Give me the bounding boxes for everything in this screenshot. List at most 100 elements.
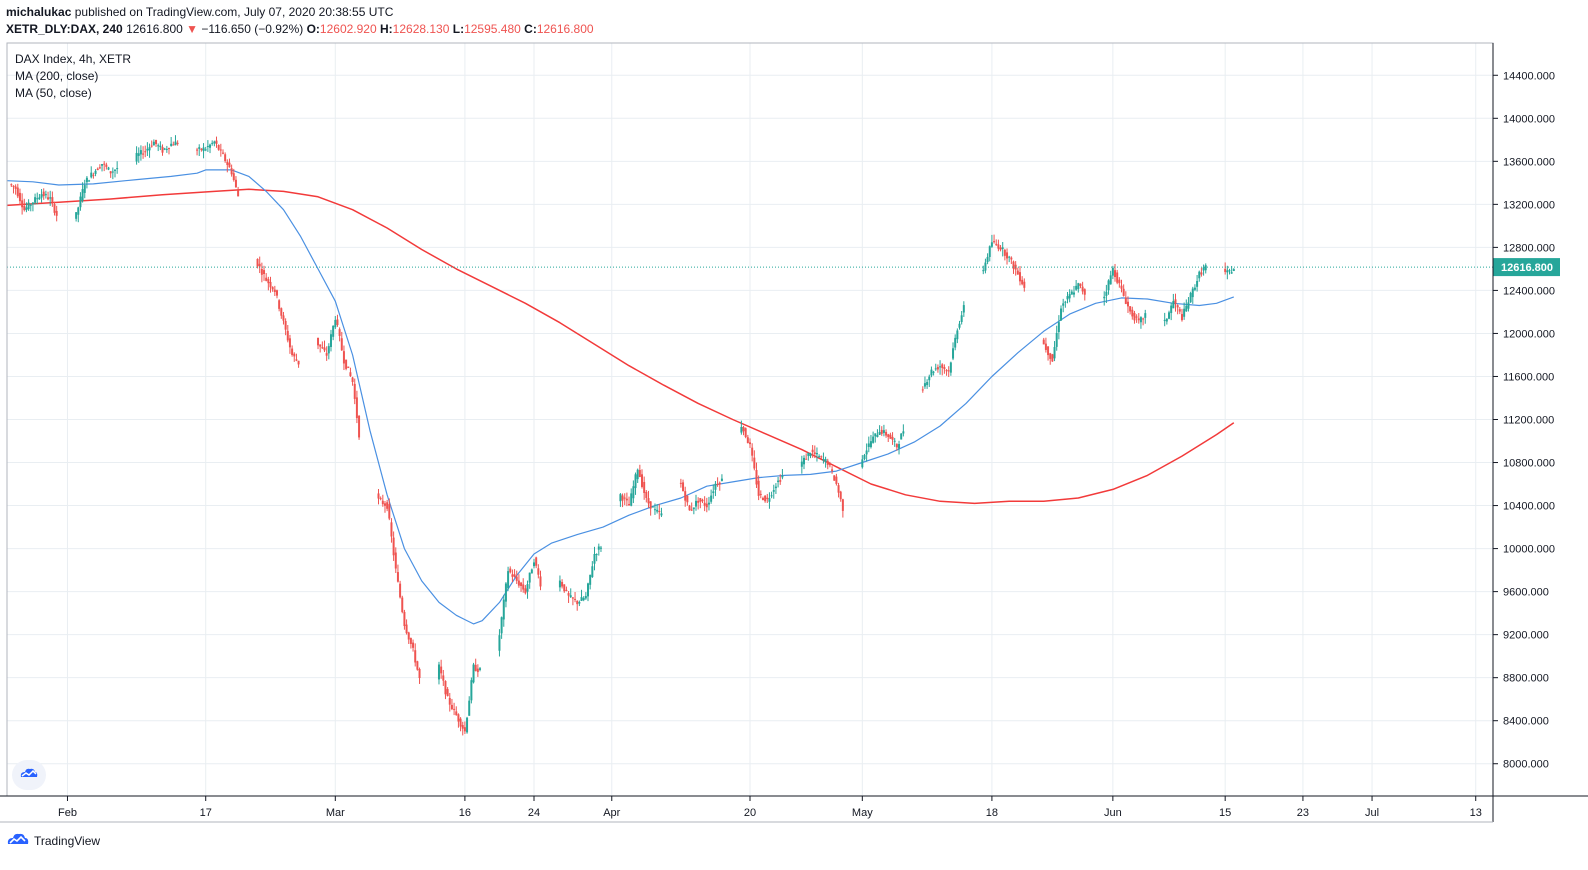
candle-body (353, 383, 356, 399)
candle-body (867, 443, 870, 447)
candle-body (939, 366, 942, 368)
x-tick-label: 16 (459, 807, 471, 819)
candle-body (720, 478, 723, 481)
candle-body (219, 149, 222, 151)
candle-body (27, 202, 30, 210)
chart-axes: 14400.000 14000.000 13600.000 13200.000 1280… (0, 42, 1588, 823)
candle-body (206, 146, 209, 148)
candle-body (887, 434, 890, 437)
candle-body (926, 382, 929, 386)
candle-body (388, 504, 391, 519)
y-tick-label: 12400.000 (1503, 285, 1555, 297)
candle-body (334, 319, 337, 328)
y-tick-label: 11200.000 (1503, 415, 1554, 427)
candle-body (1079, 283, 1082, 286)
candle-body (14, 186, 17, 189)
candle-body (755, 469, 758, 485)
candle-body (993, 241, 996, 243)
close-value: 12616.800 (536, 22, 594, 36)
candle-body (1174, 299, 1177, 305)
candle-body (759, 493, 762, 495)
candle-body (23, 205, 26, 211)
candle-body (1226, 270, 1229, 273)
candle-body (1057, 322, 1060, 333)
ma50-line (6, 169, 1235, 625)
candle-body (163, 148, 166, 150)
candle-body (377, 493, 380, 499)
y-tick-label: 9200.000 (1503, 630, 1549, 642)
candle-body (528, 572, 531, 583)
candle-body (764, 495, 767, 502)
candle-body (878, 432, 881, 435)
candle-body (204, 149, 207, 151)
candle-body (1139, 317, 1142, 323)
candle-body (630, 493, 633, 506)
candle-body (237, 190, 240, 197)
candle-body (260, 268, 263, 275)
candle-body (1023, 281, 1026, 288)
candle-body (157, 145, 160, 147)
candle-body (355, 397, 358, 419)
candle-body (569, 595, 572, 598)
candle-body (394, 552, 397, 569)
candle-body (1126, 301, 1129, 307)
candle-body (893, 440, 896, 442)
candle-body (1170, 305, 1173, 314)
candle-body (591, 566, 594, 578)
candle-body (697, 500, 700, 503)
open-label: O: (306, 22, 320, 36)
candle-body (457, 714, 460, 722)
candle-body (399, 583, 402, 598)
candle-body (826, 460, 829, 465)
candle-body (75, 212, 78, 219)
candle-body (1193, 287, 1196, 290)
candle-body (273, 289, 276, 292)
footer-brand-label: TradingView (34, 833, 101, 848)
candle-body (641, 474, 644, 487)
candle-body (135, 152, 138, 162)
x-tick-label: 24 (528, 807, 540, 819)
candle-body (828, 463, 831, 466)
candle-body (81, 189, 84, 201)
candle-body (1131, 309, 1134, 317)
legend-ma200[interactable]: MA (200, close) (15, 69, 99, 83)
candle-body (1200, 272, 1203, 275)
legend-ma50[interactable]: MA (50, close) (15, 86, 92, 100)
candle-body (502, 599, 505, 620)
candle-body (148, 147, 151, 151)
candle-body (649, 501, 652, 509)
candle-body (712, 491, 715, 494)
candle-body (90, 172, 93, 178)
candle-body (414, 650, 417, 663)
last-price: 12616.800 (126, 22, 183, 36)
candle-body (437, 664, 440, 680)
y-tick-label: 13200.000 (1503, 199, 1555, 211)
ma50-path (6, 169, 1235, 625)
candle-body (416, 661, 419, 670)
candle-body (805, 458, 808, 460)
candle-body (150, 145, 153, 147)
candle-body (211, 142, 214, 144)
symbol-name: XETR_DLY:DAX, 240 (6, 22, 123, 36)
candle-body (811, 449, 814, 453)
candle-body (1224, 268, 1227, 272)
candle-body (79, 196, 82, 208)
candle-body (275, 290, 278, 296)
candle-body (822, 459, 825, 461)
candle-body (660, 513, 663, 516)
candle-body (824, 459, 827, 462)
candle-body (621, 495, 624, 501)
candle-body (295, 359, 298, 361)
candle-body (1144, 313, 1147, 318)
candle-body (682, 482, 685, 491)
y-tick-label: 14400.000 (1503, 70, 1555, 82)
candle-body (1118, 279, 1121, 284)
footer-brand[interactable]: TradingView (6, 832, 100, 849)
candle-body (345, 359, 348, 369)
low-value: 12595.480 (464, 22, 521, 36)
candle-body (113, 169, 116, 171)
tradingview-badge[interactable] (12, 760, 46, 790)
candle-body (960, 315, 963, 323)
candle-body (515, 576, 518, 581)
